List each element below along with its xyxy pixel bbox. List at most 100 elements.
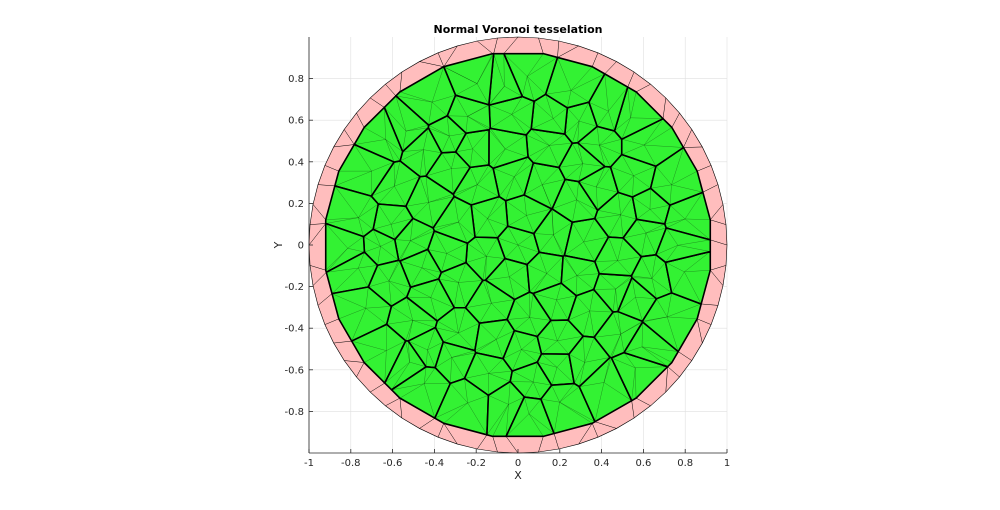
mesh-edge [531,128,550,146]
cell-fill [506,397,555,437]
boundary-mesh-edge [312,272,327,286]
mesh-edge [651,262,666,279]
boundary-mesh-edge [324,165,339,172]
mesh-edge [641,233,647,257]
mesh-edge [528,413,555,434]
mesh-edge [451,167,471,169]
mesh-edge [574,362,585,384]
y-tick-label: 0.4 [288,157,304,168]
mesh-edge [526,215,534,234]
mesh-edge [410,230,435,241]
mesh-edge [635,366,668,368]
mesh-edge [583,218,595,243]
mesh-edge [391,383,425,390]
mesh-edge [618,192,621,215]
mesh-edge [557,336,584,341]
mesh-edge [588,101,609,112]
mesh-edge [512,349,522,372]
mesh-edge [529,317,552,321]
mesh-edge [559,386,580,403]
mesh-edge [608,111,615,132]
cell-fill [611,352,668,401]
mesh-edge [334,185,359,218]
mesh-edge [503,53,505,87]
mesh-edge [435,357,452,368]
boundary-mesh-edge [309,265,326,271]
mesh-edge [472,148,490,166]
mesh-edge [384,107,386,140]
mesh-edge [514,156,529,177]
mesh-edge [430,278,439,298]
boundary-mesh-edge [324,318,339,325]
mesh-edge [551,385,560,403]
mesh-edge [667,292,672,317]
boundary-mesh-edge [683,129,693,148]
mesh-edge [603,382,632,401]
mesh-edge [402,149,424,152]
mesh-edge [578,163,583,182]
boundary-mesh-edge [594,421,617,429]
mesh-edge [597,210,621,215]
mesh-edge [618,175,634,193]
mesh-edge [408,320,413,342]
mesh-edge [491,299,515,304]
mesh-edge [388,280,411,288]
mesh-edge [423,149,427,177]
boundary-mesh-edge [578,423,593,445]
mesh-edge [565,163,583,180]
cell-fill [325,185,379,237]
mesh-edge [391,362,410,390]
mesh-edge [684,218,711,240]
mesh-edge [504,244,519,259]
mesh-edge [603,357,611,383]
mesh-edge [632,196,651,210]
mesh-edge [477,184,500,197]
mesh-edge [664,218,686,225]
cell-fill [435,307,480,351]
mesh-edge [437,320,459,334]
mesh-edge [677,239,711,246]
mesh-edge [388,260,399,282]
cell-edge [540,382,596,435]
mesh-edge [636,209,651,220]
boundary-mesh-edge [635,397,651,407]
cell-fill [386,297,438,342]
mesh-edge [599,130,615,146]
mesh-edge [505,413,530,437]
mesh-edge [388,280,392,307]
mesh-edge [615,277,633,290]
mesh-edge [398,240,411,261]
mesh-edge [507,317,530,320]
mesh-edge [430,297,455,308]
mesh-edge [665,262,685,273]
mesh-edge [399,149,424,162]
mesh-edge [408,341,410,363]
mesh-edge [684,270,711,273]
mesh-edge [358,217,364,237]
mesh-edge [427,327,436,350]
mesh-edge [441,272,459,283]
mesh-edge [419,176,429,203]
mesh-edge [399,260,422,268]
x-tick-label: -0.2 [466,458,486,469]
mesh-edge [684,192,703,220]
mesh-edge [475,352,489,374]
mesh-edge [533,381,552,386]
mesh-edge [347,236,364,249]
mesh-edge [474,237,487,257]
voronoi-cell [331,286,393,342]
boundary-mesh-edge [710,239,728,246]
mesh-edge [399,240,411,262]
mesh-edge [434,221,459,232]
mesh-edge [405,124,429,132]
mesh-edge [455,83,478,96]
cell-fill [486,381,525,437]
cell-fill [363,229,399,266]
mesh-edge [557,320,569,341]
voronoi-cell [525,128,574,169]
mesh-edge [597,111,609,127]
cell-fill [527,252,564,294]
mesh-edge [455,148,473,153]
mesh-edge [583,241,596,262]
